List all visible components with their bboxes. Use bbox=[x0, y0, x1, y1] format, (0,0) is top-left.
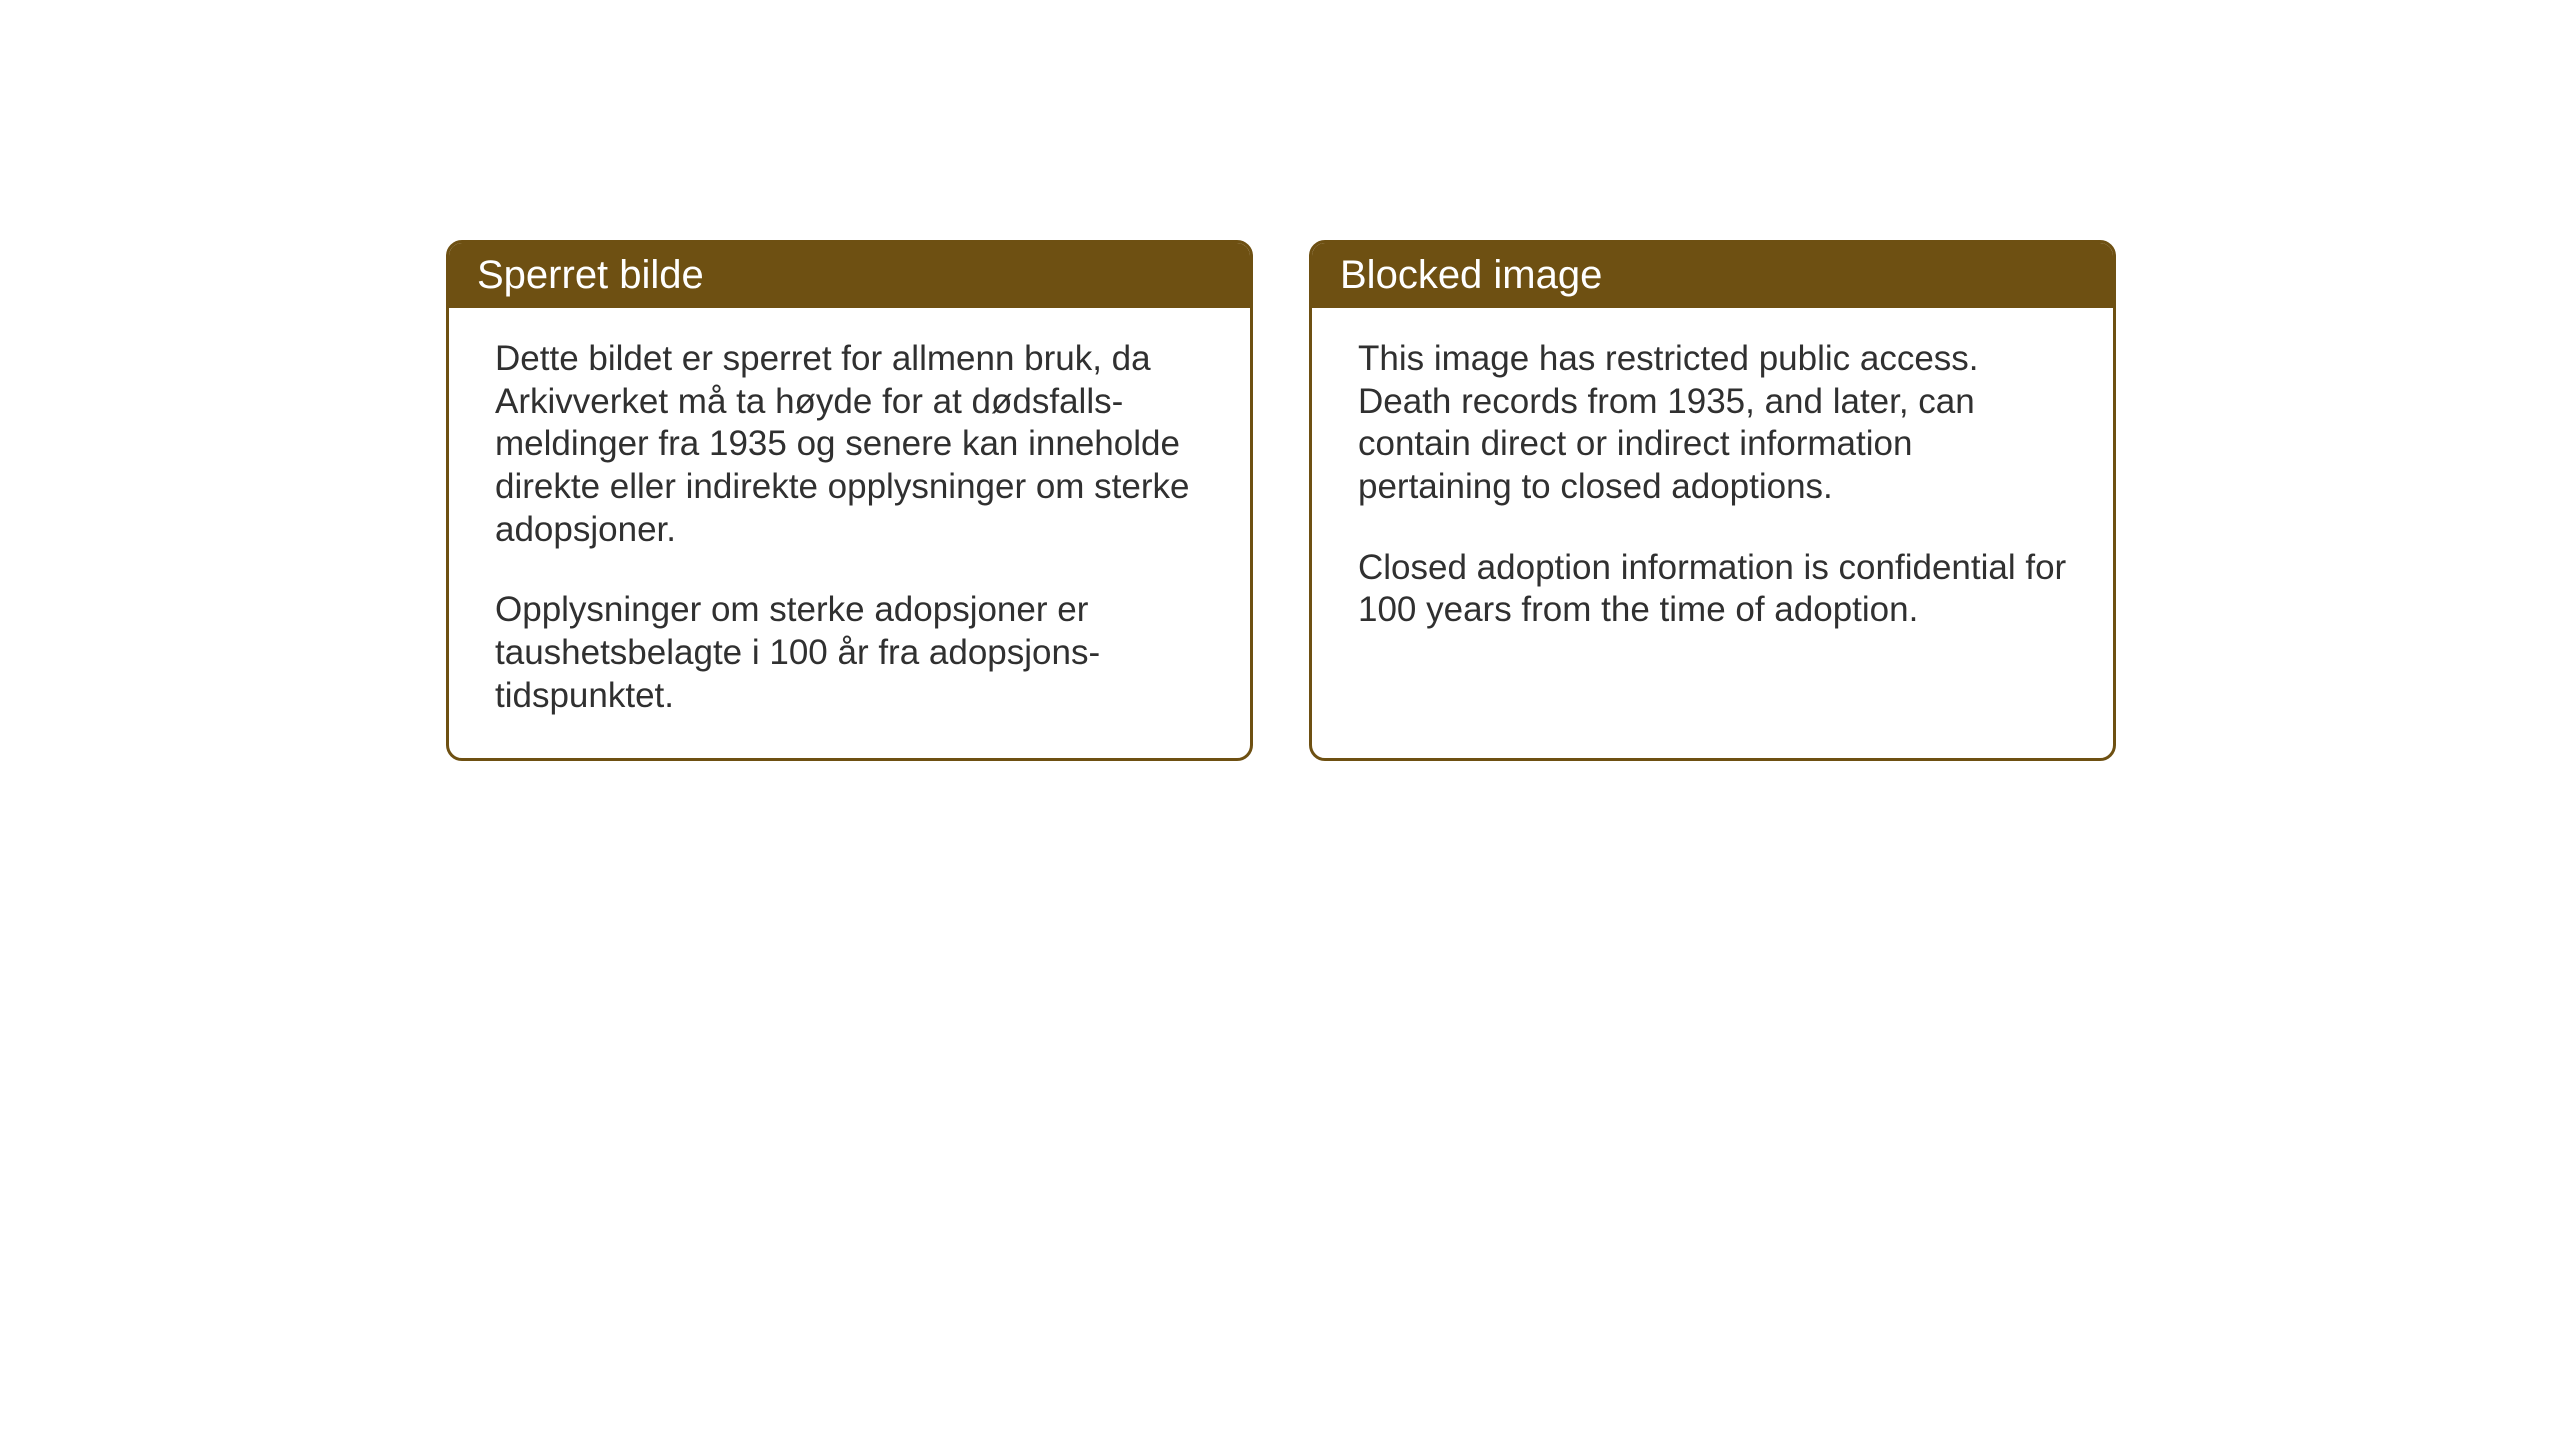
notice-header-english: Blocked image bbox=[1312, 243, 2113, 308]
notice-container: Sperret bilde Dette bildet er sperret fo… bbox=[446, 240, 2116, 761]
notice-card-english: Blocked image This image has restricted … bbox=[1309, 240, 2116, 761]
notice-title-english: Blocked image bbox=[1340, 253, 1602, 297]
notice-header-norwegian: Sperret bilde bbox=[449, 243, 1250, 308]
notice-card-norwegian: Sperret bilde Dette bildet er sperret fo… bbox=[446, 240, 1253, 761]
notice-paragraph-1-english: This image has restricted public access.… bbox=[1358, 338, 2067, 509]
notice-paragraph-1-norwegian: Dette bildet er sperret for allmenn bruk… bbox=[495, 338, 1204, 551]
notice-body-english: This image has restricted public access.… bbox=[1312, 308, 2113, 672]
notice-paragraph-2-english: Closed adoption information is confident… bbox=[1358, 547, 2067, 632]
notice-paragraph-2-norwegian: Opplysninger om sterke adopsjoner er tau… bbox=[495, 589, 1204, 717]
notice-body-norwegian: Dette bildet er sperret for allmenn bruk… bbox=[449, 308, 1250, 758]
notice-title-norwegian: Sperret bilde bbox=[477, 253, 704, 297]
